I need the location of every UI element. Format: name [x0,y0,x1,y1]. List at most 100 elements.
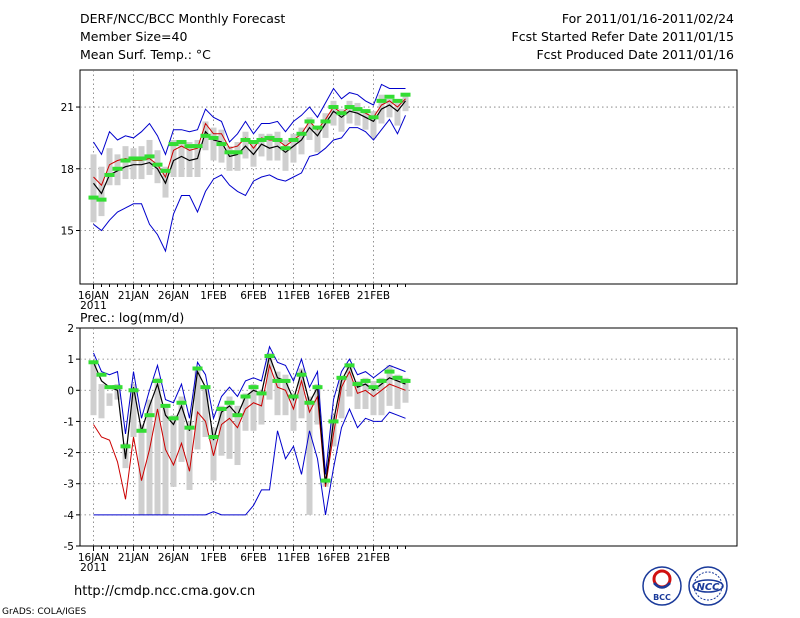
observation-marker [120,444,131,449]
x-tick-label: 21JAN [118,290,149,302]
y-tick-label: 18 [61,164,74,176]
x-tick-label: 21FEB [357,552,390,564]
x-tick-label: 6FEB [240,290,267,302]
ensemble-box [282,374,289,416]
ensemble-box [314,125,321,153]
x-tick-label: 6FEB [240,552,267,564]
observation-marker [176,400,187,405]
observation-marker [384,94,395,99]
observation-marker [104,172,115,177]
observation-marker [152,378,163,383]
observation-marker [96,197,107,202]
y-tick-label: 21 [61,102,74,114]
mean-line [93,100,406,195]
observation-marker [168,416,179,421]
observation-marker [400,92,411,97]
observation-marker [96,372,107,377]
ensemble-box [370,111,377,138]
bcc-logo: BCC [642,566,682,606]
observation-marker [88,195,99,200]
observation-marker [128,156,139,161]
observation-marker [304,400,315,405]
observation-marker [296,131,307,136]
observation-marker [360,109,371,114]
observation-marker [336,111,347,116]
variable-label: Mean Surf. Temp.: °C [80,47,211,62]
min-line [93,407,406,516]
ensemble-box [122,146,129,180]
ensemble-box [178,139,185,177]
ensemble-box [242,131,249,159]
ensemble-box [234,405,241,466]
observation-marker [160,168,171,173]
observation-marker [328,105,339,110]
ensemble-box [314,384,321,425]
ensemble-box [394,374,401,409]
observation-marker [376,98,387,103]
ensemble-box [362,109,369,130]
plot-frame [79,327,738,547]
ensemble-box [346,365,353,397]
ensemble-box [130,384,137,437]
ensemble-box [202,387,209,437]
ensemble-box [234,142,241,171]
observation-marker [216,142,227,147]
observation-marker [208,435,219,439]
observation-marker [288,394,299,399]
observation-marker [328,419,339,424]
ensemble-box [178,396,185,462]
observation-marker [184,425,195,430]
observation-marker [152,162,163,167]
observation-marker [216,406,227,411]
ensemble-box [298,127,305,155]
ensemble-box [370,380,377,416]
ensemble-box [226,146,233,171]
observation-marker [192,144,203,149]
y-tick-label: -5 [64,541,74,553]
observation-marker [264,354,275,359]
x-tick-label: 16JAN [78,290,109,302]
ensemble-box [106,393,113,406]
ensemble-box [242,393,249,431]
observation-marker [248,385,259,390]
ensemble-box [330,415,337,447]
ensemble-box [330,100,337,126]
observation-marker [240,394,251,399]
ensemble-box [354,102,361,126]
ensemble-box [194,368,201,450]
member-size: Member Size=40 [80,29,187,44]
ensemble-box [138,146,145,180]
observation-marker [176,140,187,145]
x-tick-label: 26JAN [158,552,189,564]
y-tick-label: 0 [67,385,74,397]
y-tick-label: 15 [61,226,74,238]
y-tick-label: -4 [64,510,75,522]
observation-marker [136,156,147,161]
ensemble-box [322,113,329,138]
ensemble-box [266,352,273,400]
source-url[interactable]: http://cmdp.ncc.cma.gov.cn [74,584,255,599]
ensemble-box [138,424,145,515]
observation-marker [312,125,323,130]
observation-marker [400,378,411,383]
observation-marker [384,369,395,374]
observation-marker [128,388,139,393]
ensemble-box [306,396,313,515]
x-tick-label: 16FEB [317,290,350,302]
observation-marker [224,400,235,405]
observation-marker [288,137,299,142]
x-tick-label: 21JAN [118,552,149,564]
ensemble-box [402,94,409,112]
observation-marker [192,366,203,371]
ensemble-box [362,377,369,409]
ensemble-box [290,393,297,431]
observation-marker [248,140,259,145]
observation-marker [272,137,283,142]
observation-marker [200,385,211,390]
observation-marker [344,363,355,368]
y-tick-label: -1 [64,416,74,428]
ensemble-box [290,133,297,163]
observation-marker [224,150,235,155]
observation-marker [168,142,179,147]
observation-marker [208,135,219,140]
